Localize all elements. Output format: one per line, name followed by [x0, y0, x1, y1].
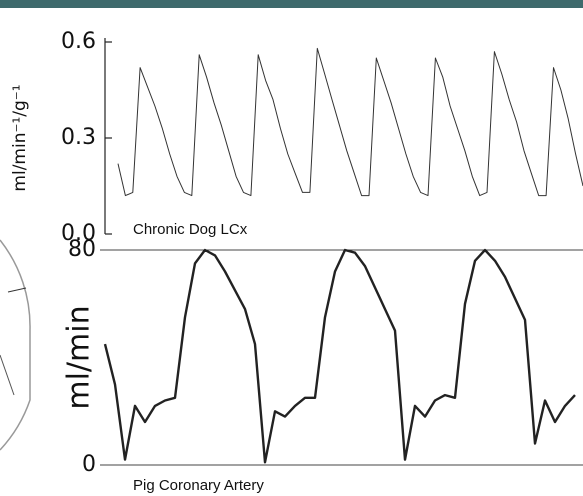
decor-circle [0, 239, 31, 451]
annotation: Chronic Dog LCx [133, 221, 248, 238]
waveform [117, 47, 583, 197]
decor-line [7, 287, 27, 293]
y-tick-label: 0.6 [61, 29, 96, 54]
y-tick-label: 80 [68, 237, 96, 262]
y-tick-label: 0.3 [61, 125, 96, 150]
y-tick-label: 0.0 [61, 221, 96, 246]
y-axis-label: ml/min [62, 305, 97, 409]
top-strip [0, 0, 583, 8]
annotation: Pig Coronary Artery [133, 477, 264, 494]
waveform [103, 248, 576, 464]
y-tick-label: 0 [82, 452, 96, 477]
decor-line [0, 354, 15, 396]
y-axis-label: ml/min⁻¹/g⁻¹ [10, 84, 30, 191]
